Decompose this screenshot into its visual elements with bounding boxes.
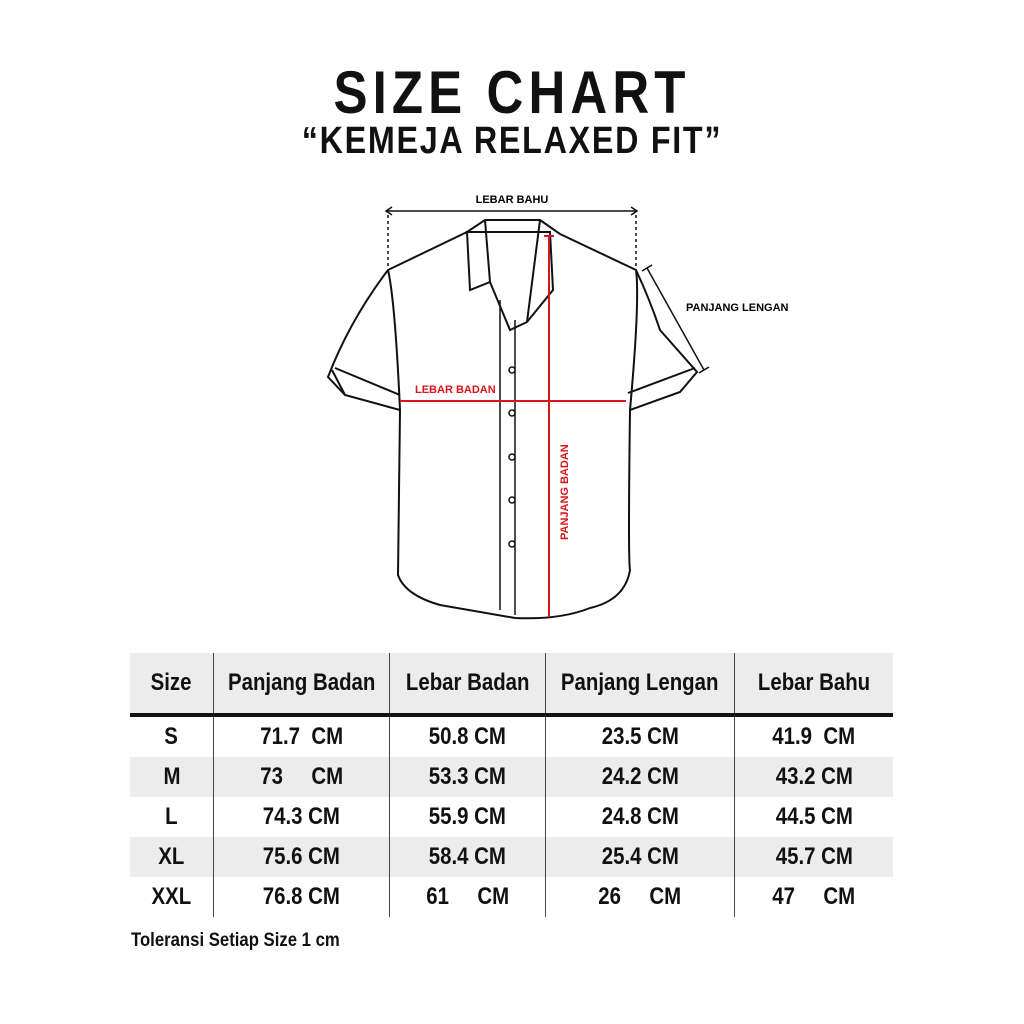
header-lebar-bahu: Lebar Bahu [734,653,893,717]
shirt-diagram: LEBAR BAHU PANJANG LENGAN LEBAR BADAN PA… [326,194,789,620]
table-row: S 71.7 CM 50.8 CM 23.5 CM 41.9 CM [130,715,893,757]
header-lebar-badan: Lebar Badan [389,653,546,717]
header-panjang-lengan: Panjang Lengan [545,653,735,717]
lebar-bahu-label: LEBAR BAHU [476,194,549,206]
panjang-lengan-arrow [641,264,710,374]
table-row: M 73 CM 53.3 CM 24.2 CM 43.2 CM [130,757,893,797]
lebar-bahu-arrow [384,206,639,268]
table-row: L 74.3 CM 55.9 CM 24.8 CM 44.5 CM [130,797,893,837]
table-row: XL 75.6 CM 58.4 CM 25.4 CM 45.7 CM [130,837,893,877]
panjang-lengan-label: PANJANG LENGAN [686,302,789,314]
header-size: Size [130,653,214,717]
panjang-badan-label: PANJANG BADAN [559,444,571,540]
page-subtitle: “KEMEJA RELAXED FIT” [301,120,723,162]
table-header: Size Panjang Badan Lebar Badan Panjang L… [130,653,893,717]
red-measure-lines [400,235,626,617]
shirt-outline [326,219,699,620]
buttons [508,366,516,548]
tolerance-note: Toleransi Setiap Size 1 cm [131,930,340,951]
table-row: XXL 76.8 CM 61 CM 26 CM 47 CM [130,877,893,917]
page-title: SIZE CHART [333,59,691,126]
header-panjang-badan: Panjang Badan [213,653,390,717]
lebar-badan-label: LEBAR BADAN [415,384,496,396]
size-table: Size Panjang Badan Lebar Badan Panjang L… [130,653,893,917]
